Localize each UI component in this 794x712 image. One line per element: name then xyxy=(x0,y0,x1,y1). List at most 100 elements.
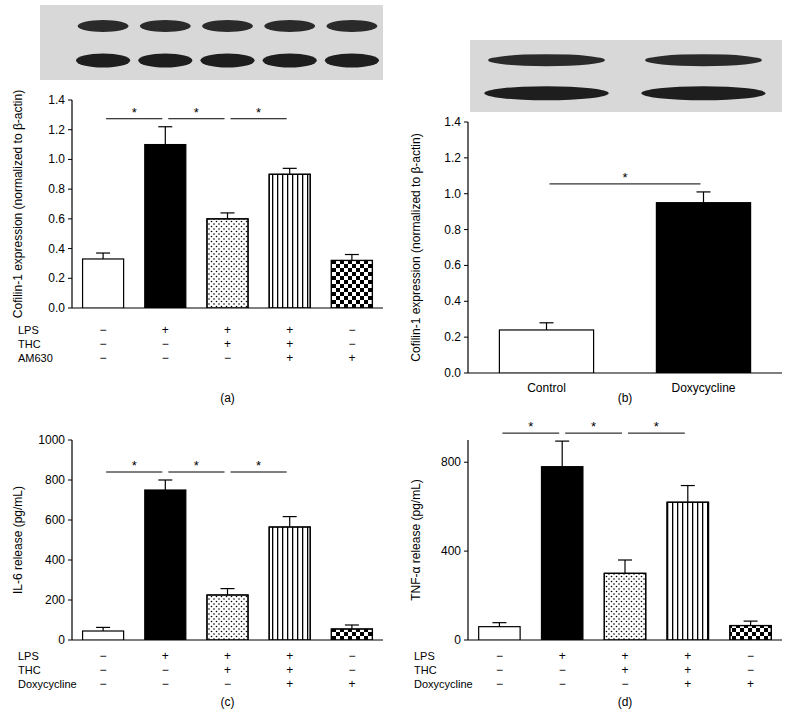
error-bar xyxy=(562,441,563,467)
bar-hatch xyxy=(269,174,310,308)
bar xyxy=(83,631,124,640)
blot-band xyxy=(641,86,765,100)
y-tick-label: 1.2 xyxy=(444,151,461,165)
condition-sign: + xyxy=(286,649,293,663)
panel: 02004006008001000LPS−+++−THC−−++−Doxycyc… xyxy=(11,433,383,709)
y-tick-label: 0.0 xyxy=(444,366,461,380)
y-tick-label: 0.6 xyxy=(48,212,65,226)
condition-sign: − xyxy=(348,663,355,677)
error-bar xyxy=(703,192,704,203)
error-cap xyxy=(540,322,554,323)
error-cap xyxy=(681,485,695,486)
y-axis-label: TNF-α release (pg/mL) xyxy=(409,479,423,601)
condition-sign: + xyxy=(286,337,293,351)
bar xyxy=(667,502,708,640)
y-axis xyxy=(467,122,468,373)
y-tick xyxy=(68,640,72,641)
bar xyxy=(331,629,372,640)
error-cap xyxy=(221,588,235,589)
panel-label: (b) xyxy=(618,391,633,405)
panel-label: (d) xyxy=(618,695,633,709)
condition-sign: − xyxy=(162,677,169,691)
condition-sign: − xyxy=(224,351,231,365)
y-tick xyxy=(464,193,468,194)
bar-hatch xyxy=(207,219,248,308)
bar-hatch xyxy=(604,573,645,640)
error-bar xyxy=(227,213,228,219)
y-tick-label: 0.0 xyxy=(48,301,65,315)
y-tick-label: 0.6 xyxy=(444,258,461,272)
condition-sign: + xyxy=(286,677,293,691)
y-axis-label: Cofilin-1 expression (normalized to β-ac… xyxy=(11,90,25,318)
condition-sign: + xyxy=(684,663,691,677)
y-tick-label: 1.2 xyxy=(48,123,65,137)
y-tick-label: 0.2 xyxy=(444,330,461,344)
error-bar xyxy=(687,486,688,503)
condition-name: Doxycycline xyxy=(414,678,473,690)
blot-band xyxy=(202,20,253,32)
blot-band xyxy=(78,20,129,32)
condition-sign: + xyxy=(621,649,628,663)
condition-sign: + xyxy=(684,649,691,663)
condition-name: LPS xyxy=(18,324,39,336)
blot-band xyxy=(645,54,762,66)
bar xyxy=(541,467,582,640)
y-tick xyxy=(68,308,72,309)
blot-band xyxy=(200,54,254,68)
bar xyxy=(730,626,771,640)
error-cap xyxy=(221,212,235,213)
condition-name: THC xyxy=(18,664,41,676)
condition-sign: + xyxy=(162,323,169,337)
condition-sign: + xyxy=(224,663,231,677)
condition-name: AM630 xyxy=(18,352,53,364)
condition-sign: + xyxy=(621,663,628,677)
condition-name: LPS xyxy=(414,650,435,662)
panel: 0.00.20.40.60.81.01.21.4LPS−+++−THC−−++−… xyxy=(11,5,383,405)
bars xyxy=(499,192,750,373)
panel-label: (a) xyxy=(220,391,235,405)
y-tick-label: 0.4 xyxy=(444,294,461,308)
bar-hatch xyxy=(667,502,708,640)
condition-sign: + xyxy=(747,677,754,691)
error-cap xyxy=(744,621,758,622)
y-tick-label: 1.4 xyxy=(48,93,65,107)
bar xyxy=(479,627,520,640)
y-axis-label: Cofilin-1 expression (normalized to β-ac… xyxy=(409,133,423,361)
bar xyxy=(207,595,248,640)
bar-hatch xyxy=(207,595,248,640)
bar xyxy=(145,145,186,308)
y-axis xyxy=(71,440,72,640)
y-tick-label: 800 xyxy=(45,473,65,487)
y-tick xyxy=(464,265,468,266)
condition-sign: − xyxy=(100,649,107,663)
error-cap xyxy=(283,516,297,517)
condition-sign: − xyxy=(747,649,754,663)
panel-label: (c) xyxy=(221,695,235,709)
y-tick-label: 0 xyxy=(58,633,65,647)
condition-sign: + xyxy=(286,323,293,337)
condition-sign: − xyxy=(747,663,754,677)
y-tick xyxy=(68,159,72,160)
significance-label: * xyxy=(256,458,261,473)
condition-name: THC xyxy=(414,664,437,676)
error-cap xyxy=(492,622,506,623)
condition-sign: + xyxy=(286,663,293,677)
significance-label: * xyxy=(528,419,533,434)
bars xyxy=(479,441,772,640)
error-cap xyxy=(618,559,632,560)
condition-sign: − xyxy=(224,677,231,691)
y-tick-label: 200 xyxy=(45,593,65,607)
bar xyxy=(83,259,124,308)
blot-background xyxy=(470,40,782,112)
bar xyxy=(331,260,372,308)
error-bar xyxy=(165,480,166,490)
condition-sign: − xyxy=(100,663,107,677)
blot-band xyxy=(76,54,130,68)
condition-sign: − xyxy=(496,649,503,663)
condition-sign: + xyxy=(224,649,231,663)
bar-hatch xyxy=(730,626,771,640)
condition-sign: + xyxy=(224,337,231,351)
error-bar xyxy=(546,323,547,330)
error-cap xyxy=(158,479,172,480)
blot-band xyxy=(140,20,191,32)
